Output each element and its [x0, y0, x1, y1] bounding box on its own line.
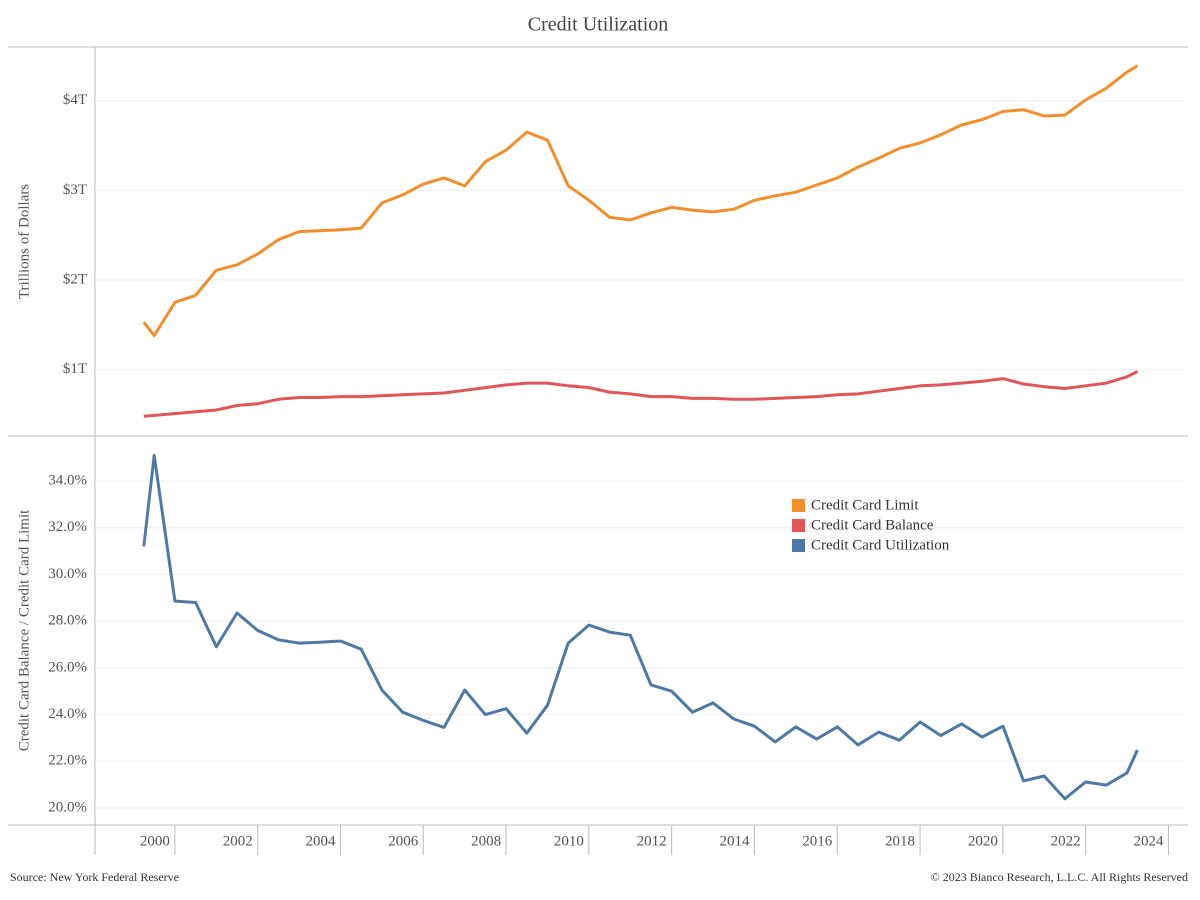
x-tick-label: 2016 — [802, 833, 833, 849]
y-tick-label: $4T — [63, 92, 87, 108]
x-tick-label: 2006 — [388, 833, 419, 849]
legend-swatch — [792, 499, 805, 512]
y-tick-label: 20.0% — [48, 799, 87, 815]
line-series — [142, 453, 1139, 801]
y-tick-label: $1T — [63, 361, 87, 377]
y-tick-label: $2T — [63, 271, 87, 287]
y-axis-title: Credit Card Balance / Credit Card Limit — [16, 509, 32, 751]
y-tick-label: 24.0% — [48, 706, 87, 722]
line-series — [142, 64, 1139, 338]
source-note: Source: New York Federal Reserve — [10, 870, 179, 884]
y-tick-label: 32.0% — [48, 519, 87, 535]
y-tick-label: 26.0% — [48, 659, 87, 675]
x-tick-label: 2024 — [1133, 833, 1164, 849]
x-tick-label: 2022 — [1051, 833, 1081, 849]
x-tick-label: 2012 — [637, 833, 667, 849]
legend-label: Credit Card Limit — [811, 497, 919, 513]
y-tick-label: $3T — [63, 182, 87, 198]
legend-swatch — [792, 519, 805, 532]
chart-title: Credit Utilization — [528, 14, 669, 36]
line-series — [143, 370, 1139, 418]
y-tick-label: 34.0% — [48, 473, 87, 489]
x-tick-label: 2020 — [968, 833, 998, 849]
y-tick-label: 30.0% — [48, 566, 87, 582]
y-axis-title: Trillions of Dollars — [16, 184, 32, 299]
x-tick-label: 2010 — [554, 833, 584, 849]
x-tick-label: 2018 — [885, 833, 915, 849]
x-tick-label: 2014 — [719, 833, 750, 849]
y-tick-label: 28.0% — [48, 613, 87, 629]
x-tick-label: 2008 — [471, 833, 501, 849]
y-tick-label: 22.0% — [48, 753, 87, 769]
x-tick-label: 2000 — [140, 833, 170, 849]
legend-label: Credit Card Balance — [811, 517, 934, 533]
legend-label: Credit Card Utilization — [811, 537, 950, 553]
x-tick-label: 2002 — [223, 833, 253, 849]
x-tick-label: 2004 — [305, 833, 336, 849]
legend-swatch — [792, 539, 805, 552]
copyright-note: © 2023 Bianco Research, L.L.C. All Right… — [931, 870, 1188, 884]
